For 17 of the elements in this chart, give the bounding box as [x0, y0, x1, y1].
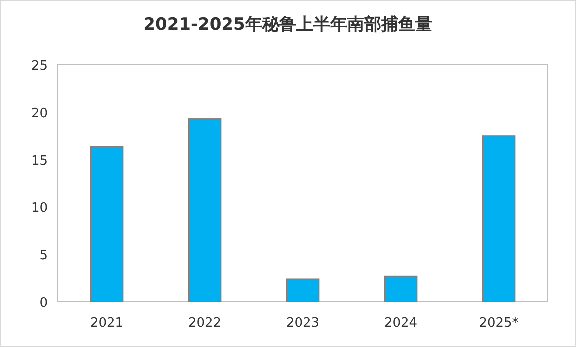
chart-title: 2021-2025年秘鲁上半年南部捕鱼量: [144, 15, 432, 35]
x-tick-label: 2022: [188, 316, 222, 331]
bar: [384, 276, 418, 302]
x-tick-label: 2021: [90, 316, 124, 331]
x-tick-label: 2025*: [479, 316, 520, 331]
y-tick-label: 10: [31, 201, 48, 216]
y-tick-label: 15: [31, 154, 48, 169]
bar: [286, 278, 320, 302]
y-tick-label: 25: [31, 59, 48, 74]
x-tick-label: 2023: [286, 316, 320, 331]
y-tick-label: 20: [31, 106, 48, 122]
y-tick-label: 0: [40, 296, 48, 311]
bar: [90, 146, 124, 302]
x-tick-label: 2024: [384, 316, 418, 331]
bar: [188, 118, 222, 302]
bar: [482, 136, 516, 302]
y-tick-label: 5: [40, 248, 48, 264]
